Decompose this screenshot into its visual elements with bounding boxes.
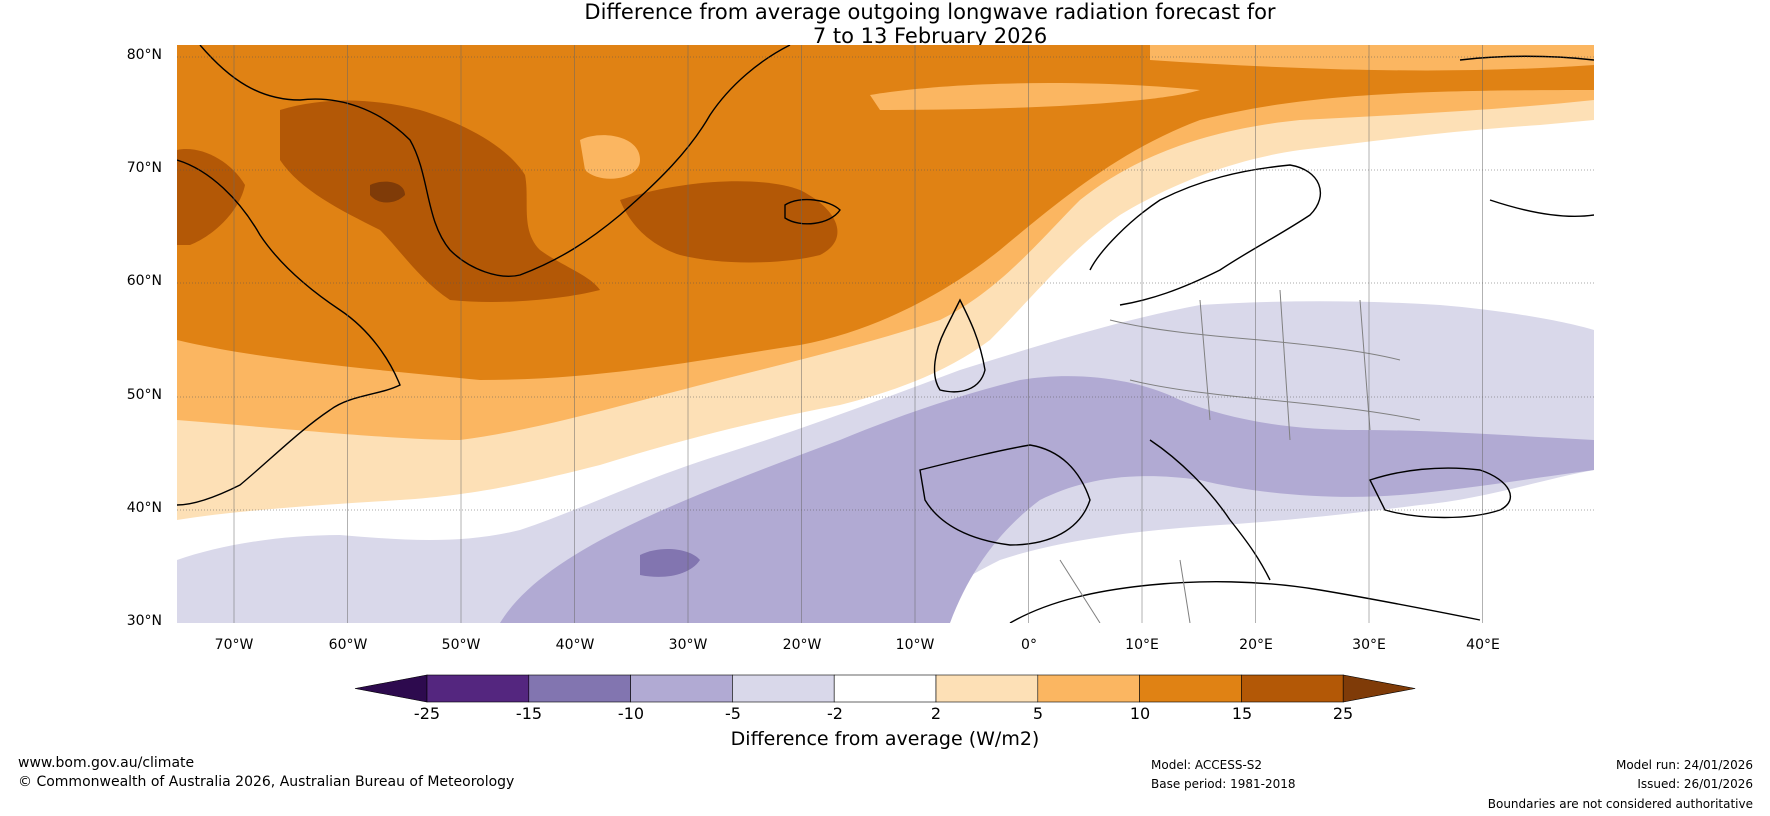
colorbar-arrow-high <box>1342 674 1416 703</box>
colorbar-bin <box>1139 674 1242 703</box>
colorbar-bin <box>833 674 937 703</box>
lon-label-60w: 60°W <box>328 637 368 653</box>
colorbar-bin <box>1037 674 1140 703</box>
issued-text: Issued: 26/01/2026 <box>1637 777 1753 791</box>
colorbar-tick: -25 <box>413 704 441 723</box>
anomaly-minus-10-15-patch <box>640 548 700 577</box>
lat-label-50n: 50°N <box>126 387 162 403</box>
colorbar-tick: -5 <box>725 704 741 723</box>
colorbar-tick: -10 <box>617 704 645 723</box>
colorbar-tick: -15 <box>515 704 543 723</box>
base-period-text: Base period: 1981-2018 <box>1151 777 1296 791</box>
colorbar-bin <box>732 674 835 703</box>
copyright-text: © Commonwealth of Australia 2026, Austra… <box>18 774 515 790</box>
colorbar-tick: -2 <box>827 704 843 723</box>
lon-label-10e: 10°E <box>1125 637 1159 653</box>
anomaly-15-25-greenland <box>280 100 600 302</box>
anomaly-over-25-patch <box>370 181 405 203</box>
anomaly-5-10-patch <box>580 135 640 179</box>
lon-label-0: 0° <box>1021 637 1037 653</box>
colorbar-tick: 5 <box>1032 704 1044 723</box>
lon-label-20e: 20°E <box>1239 637 1273 653</box>
lon-label-50w: 50°W <box>441 637 481 653</box>
colorbar-tick: 15 <box>1231 704 1253 723</box>
colorbar-tick: 10 <box>1129 704 1151 723</box>
lat-label-80n: 80°N <box>126 47 162 63</box>
map-field <box>177 45 1594 623</box>
colorbar-bin <box>630 674 733 703</box>
graticule <box>177 45 1594 623</box>
lon-label-20w: 20°W <box>782 637 822 653</box>
colorbar-bin <box>1241 674 1344 703</box>
colorbar <box>354 674 1416 703</box>
coastlines <box>177 45 1594 623</box>
title-line-2: 7 to 13 February 2026 <box>812 24 1048 48</box>
lon-label-10w: 10°W <box>895 637 935 653</box>
anomaly-5-10-north <box>870 83 1200 110</box>
lat-label-60n: 60°N <box>126 273 162 289</box>
lon-label-70w: 70°W <box>214 637 254 653</box>
lon-label-40e: 40°E <box>1466 637 1500 653</box>
colorbar-title: Difference from average (W/m2) <box>730 728 1040 750</box>
model-text: Model: ACCESS-S2 <box>1151 758 1263 772</box>
website-text: www.bom.gov.au/climate <box>18 755 195 771</box>
lon-label-40w: 40°W <box>555 637 595 653</box>
country-borders <box>1059 289 1421 623</box>
anomaly-15-25-iceland <box>620 181 838 263</box>
model-run-text: Model run: 24/01/2026 <box>1615 758 1753 772</box>
lat-label-70n: 70°N <box>126 160 162 176</box>
colorbar-bin <box>935 674 1039 703</box>
lon-label-30e: 30°E <box>1352 637 1386 653</box>
lat-label-30n: 30°N <box>126 613 162 629</box>
title-line-1: Difference from average outgoing longwav… <box>584 0 1276 24</box>
colorbar-bin <box>528 674 631 703</box>
map-title: Difference from average outgoing longwav… <box>0 0 1770 48</box>
colorbar-bin <box>426 674 530 703</box>
anomaly-5-10-arctic <box>1150 45 1594 71</box>
disclaimer-text: Boundaries are not considered authoritat… <box>1487 797 1753 811</box>
colorbar-tick: 2 <box>930 704 942 723</box>
lon-label-30w: 30°W <box>668 637 708 653</box>
colorbar-arrow-low <box>354 674 428 703</box>
colorbar-tick: 25 <box>1332 704 1354 723</box>
lat-label-40n: 40°N <box>126 500 162 516</box>
anomaly-15-25-west <box>177 149 245 245</box>
anomaly-minus-5-10-region <box>500 376 1594 623</box>
